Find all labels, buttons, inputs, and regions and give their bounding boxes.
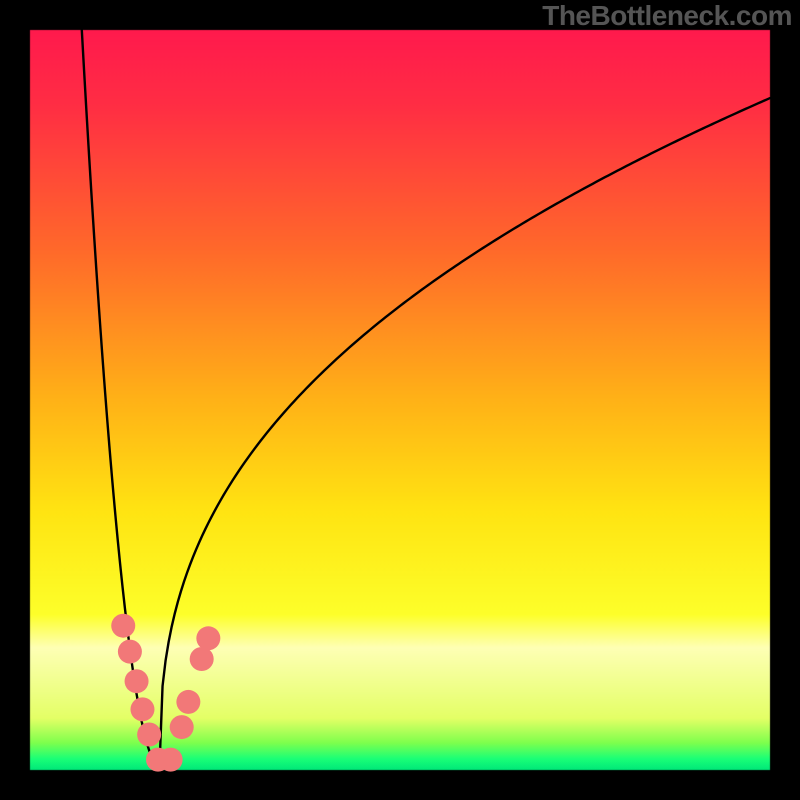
bottleneck-curve (82, 30, 770, 766)
data-marker (137, 722, 161, 746)
data-marker (190, 647, 214, 671)
data-marker (111, 614, 135, 638)
data-marker (159, 748, 183, 772)
data-marker (170, 715, 194, 739)
data-marker (130, 697, 154, 721)
data-marker (176, 690, 200, 714)
bottleneck-curve-plot (0, 0, 800, 800)
data-marker (196, 626, 220, 650)
watermark-text: TheBottleneck.com (542, 0, 792, 32)
data-marker (118, 640, 142, 664)
chart-container: TheBottleneck.com (0, 0, 800, 800)
data-marker (125, 669, 149, 693)
